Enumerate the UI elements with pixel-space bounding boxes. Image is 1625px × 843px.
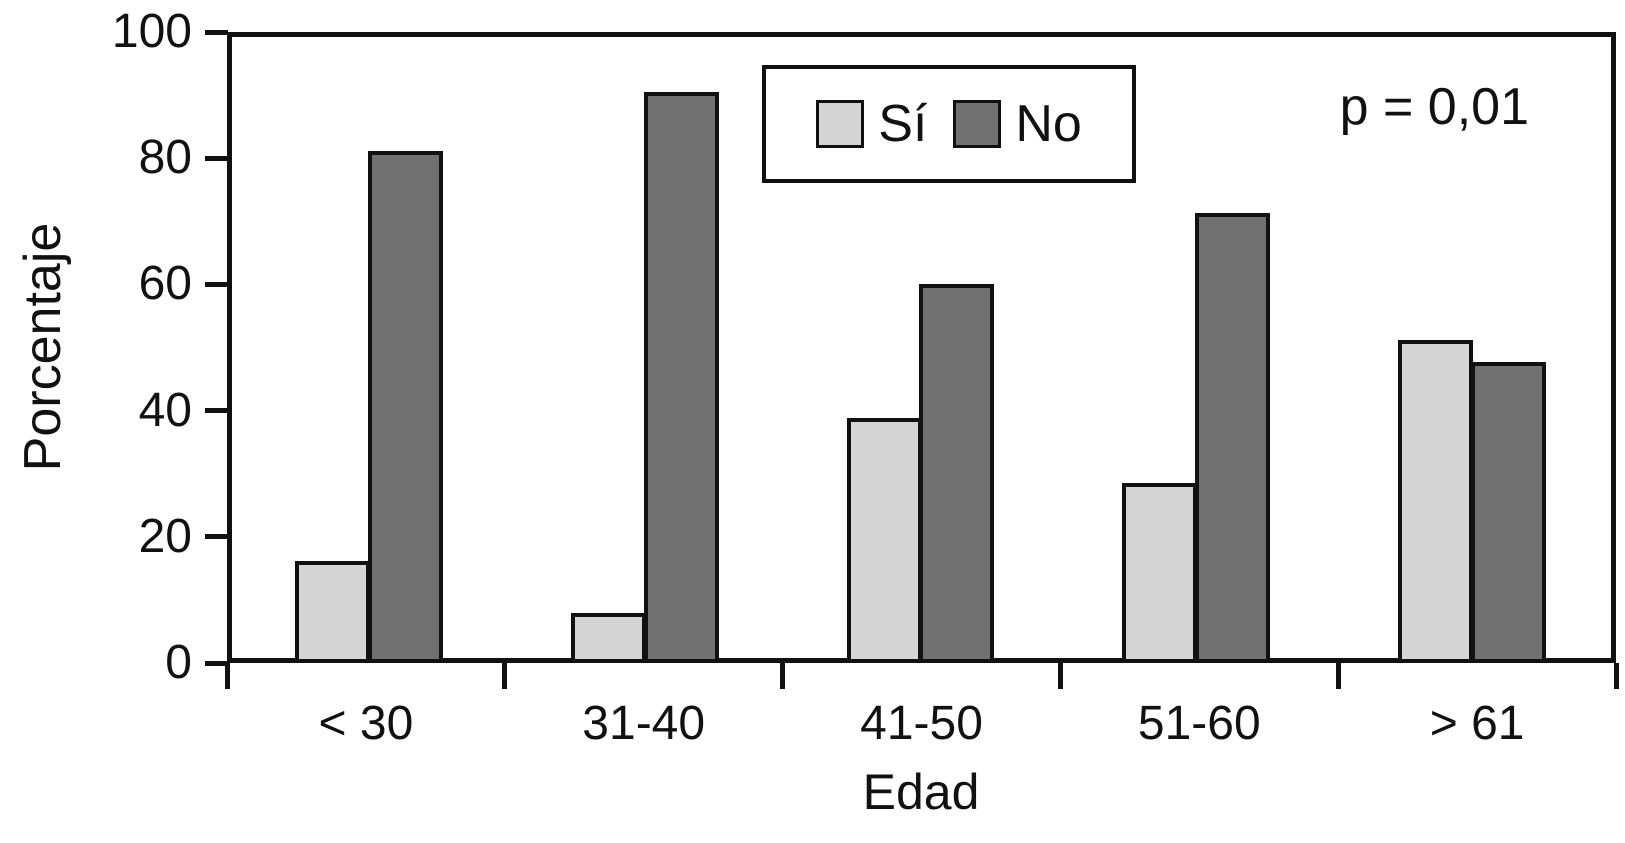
x-category-label: < 30 bbox=[318, 697, 414, 750]
y-tick-label: 20 bbox=[138, 509, 192, 563]
x-tick-mark bbox=[224, 663, 230, 689]
x-category-label: 51-60 bbox=[1137, 697, 1261, 750]
x-tick-mark bbox=[502, 663, 508, 689]
bar-si bbox=[294, 560, 370, 663]
y-tick-mark bbox=[205, 281, 228, 287]
y-tick-mark bbox=[205, 660, 228, 666]
bar-group bbox=[232, 37, 508, 663]
y-tick-mark bbox=[205, 29, 228, 35]
bar-group bbox=[1059, 37, 1335, 663]
y-tick-mark bbox=[205, 534, 228, 540]
x-category-label: 31-40 bbox=[582, 697, 706, 750]
x-tick-mark bbox=[1335, 663, 1341, 689]
x-tick-mark bbox=[1613, 663, 1619, 689]
bar-si bbox=[1398, 340, 1474, 663]
y-tick-label: 60 bbox=[138, 257, 192, 311]
y-tick-mark bbox=[205, 155, 228, 161]
bar-no bbox=[1195, 212, 1271, 663]
bar-group bbox=[508, 37, 784, 663]
bar-no bbox=[643, 91, 719, 663]
legend-swatch-si-icon bbox=[816, 100, 865, 148]
legend-box: Sí No bbox=[762, 65, 1136, 183]
legend-item-si: Sí bbox=[816, 98, 927, 150]
y-tick-label: 100 bbox=[111, 5, 192, 58]
bar-no bbox=[1471, 361, 1547, 663]
y-tick-label: 0 bbox=[165, 636, 192, 689]
plot-inner: Sí No p = 0,01 bbox=[232, 37, 1611, 663]
bar-si bbox=[846, 417, 922, 663]
bar-no bbox=[919, 284, 995, 663]
legend-swatch-no-icon bbox=[953, 100, 1002, 148]
p-value-annotation: p = 0,01 bbox=[1339, 78, 1529, 136]
bar-si bbox=[570, 613, 646, 663]
y-tick-label: 40 bbox=[138, 383, 192, 437]
x-category-label: > 61 bbox=[1429, 697, 1525, 750]
y-tick-label: 80 bbox=[138, 131, 192, 185]
legend-label-si: Sí bbox=[878, 95, 928, 153]
x-axis-title: Edad bbox=[862, 764, 980, 820]
bar-no bbox=[367, 150, 443, 663]
legend-label-no: No bbox=[1015, 95, 1082, 153]
plot-area: Sí No p = 0,01 bbox=[227, 32, 1616, 663]
bar-si bbox=[1122, 482, 1198, 663]
bar-group bbox=[784, 37, 1060, 663]
y-tick-mark bbox=[205, 408, 228, 414]
legend-item-no: No bbox=[953, 95, 1082, 153]
bar-group bbox=[1335, 37, 1611, 663]
x-tick-mark bbox=[780, 663, 786, 689]
x-tick-mark bbox=[1057, 663, 1063, 689]
x-category-label: 41-50 bbox=[860, 697, 983, 750]
